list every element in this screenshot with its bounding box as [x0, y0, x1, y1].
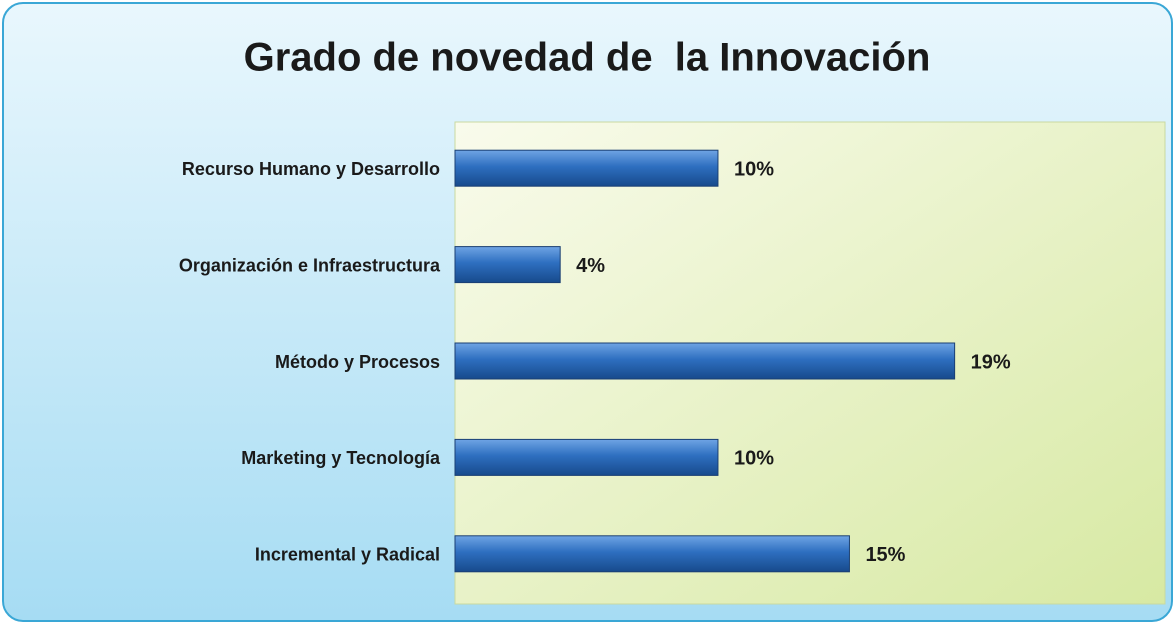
value-label: 10%: [734, 448, 774, 470]
bar: [454, 342, 956, 380]
category-label: Incremental y Radical: [255, 545, 440, 565]
category-label: Método y Procesos: [275, 352, 440, 372]
value-label: 10%: [734, 158, 774, 180]
value-label: 19%: [971, 351, 1011, 373]
bar: [454, 438, 719, 476]
chart-title: Grado de novedad de la Innovación: [244, 36, 931, 80]
bar: [454, 149, 719, 187]
category-label: Organización e Infraestructura: [179, 255, 441, 275]
value-label: 4%: [576, 255, 605, 277]
category-label: Recurso Humano y Desarrollo: [182, 159, 440, 179]
value-label: 15%: [865, 544, 905, 566]
bar: [454, 246, 561, 284]
bar: [454, 535, 850, 573]
category-label: Marketing y Tecnología: [241, 448, 441, 468]
